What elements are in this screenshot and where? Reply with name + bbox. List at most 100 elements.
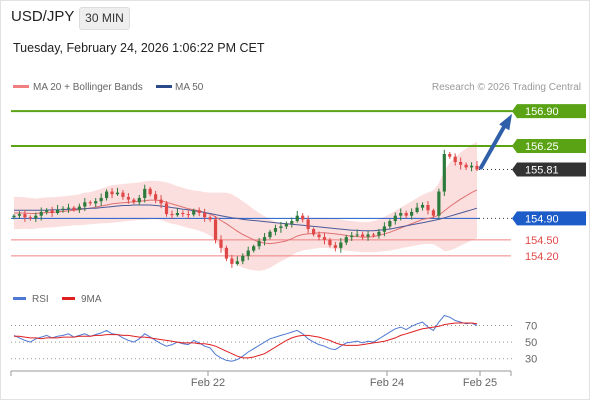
candle-body (61, 208, 65, 210)
candle-body (132, 199, 136, 203)
candle-body (230, 258, 234, 264)
candle (137, 195, 141, 206)
candle-body (279, 226, 283, 229)
candle (17, 211, 22, 219)
candle-body (126, 196, 130, 200)
candle-body (39, 211, 43, 216)
candle (371, 232, 376, 238)
candle (420, 202, 425, 211)
candle (110, 188, 114, 199)
candle (175, 208, 180, 217)
candle (115, 187, 120, 196)
bollinger-legend-swatch (13, 85, 29, 88)
candle (453, 153, 457, 166)
candle (268, 229, 272, 240)
candle (459, 157, 463, 170)
rsi-panel: 70 50 30 (11, 314, 537, 366)
candle-body (355, 234, 359, 236)
candle-body (203, 213, 207, 218)
candle-body (393, 215, 397, 222)
forecast-layer (479, 113, 513, 170)
candle-body (469, 165, 474, 168)
candle (203, 208, 207, 222)
candle-body (322, 237, 327, 240)
time-tick-label: Feb 25 (463, 377, 497, 389)
candle (415, 202, 419, 214)
candle-body (252, 246, 256, 251)
candle-body (442, 154, 446, 192)
candle-body (235, 261, 239, 264)
candle (273, 224, 278, 236)
candle (94, 197, 98, 207)
rsi-legend-label: RSI (32, 294, 49, 305)
candle (333, 241, 337, 252)
candle-body (350, 235, 354, 238)
candle (410, 208, 414, 220)
candle-body (224, 247, 229, 259)
copyright-label: Research © 2026 Trading Central (432, 82, 581, 93)
candle (426, 201, 430, 215)
candle-body (88, 202, 92, 204)
candle (399, 208, 403, 221)
candle (301, 213, 305, 223)
candle-body (453, 156, 457, 163)
candle (475, 160, 479, 172)
candle (154, 191, 158, 204)
rsi-ma-legend-label: 9MA (81, 294, 102, 305)
candle (208, 215, 212, 222)
candle (66, 203, 71, 213)
candle-body (159, 199, 163, 204)
candle-body (72, 207, 76, 210)
rsi-legend-swatch (13, 297, 26, 300)
candles-layer (12, 149, 479, 268)
candle (241, 253, 245, 265)
candle (186, 210, 190, 219)
bollinger-legend-label: MA 20 + Bollinger Bands (33, 82, 143, 93)
candle (164, 201, 169, 217)
candle-body (268, 231, 272, 238)
candle (339, 237, 343, 253)
datetime-label: Tuesday, February 24, 2026 1:06:22 PM CE… (13, 41, 265, 55)
level-tag-154-90 (512, 211, 586, 226)
candle-body (94, 201, 98, 204)
candle-body (339, 242, 343, 248)
level-label-154-50: 154.50 (525, 235, 559, 247)
candle-body (148, 188, 152, 195)
candle (45, 208, 49, 215)
candle-body (382, 226, 386, 232)
candle-body (371, 234, 376, 236)
level-label-156-90: 156.90 (525, 106, 559, 118)
level-tag-155-81 (512, 162, 586, 177)
candle-body (273, 228, 278, 232)
candle (262, 232, 267, 246)
candle (437, 188, 441, 219)
candle (366, 230, 370, 241)
candle (361, 231, 365, 240)
candle (388, 219, 392, 229)
candle (230, 255, 234, 268)
candle (159, 195, 163, 209)
candle (235, 256, 239, 266)
level-tag-156-90 (512, 104, 586, 119)
candle (181, 210, 185, 217)
candle-body (181, 213, 185, 215)
candle (317, 231, 321, 241)
candle (197, 207, 201, 217)
candle (328, 237, 332, 248)
candle-body (344, 237, 348, 243)
candle-body (192, 210, 196, 215)
candle (213, 216, 218, 244)
level-label-154-20: 154.20 (525, 251, 559, 263)
level-label-155-81: 155.81 (525, 165, 559, 177)
ma50-legend-swatch (156, 85, 172, 88)
candle-body (121, 192, 125, 197)
candle (404, 210, 408, 219)
candle-body (464, 164, 468, 168)
candle-body (404, 213, 408, 216)
candle (192, 208, 196, 217)
candle-body (137, 197, 141, 203)
candle-body (366, 234, 370, 237)
timeframe-badge[interactable]: 30 MIN (79, 7, 130, 30)
candle (224, 245, 229, 262)
bollinger-band (14, 141, 477, 271)
